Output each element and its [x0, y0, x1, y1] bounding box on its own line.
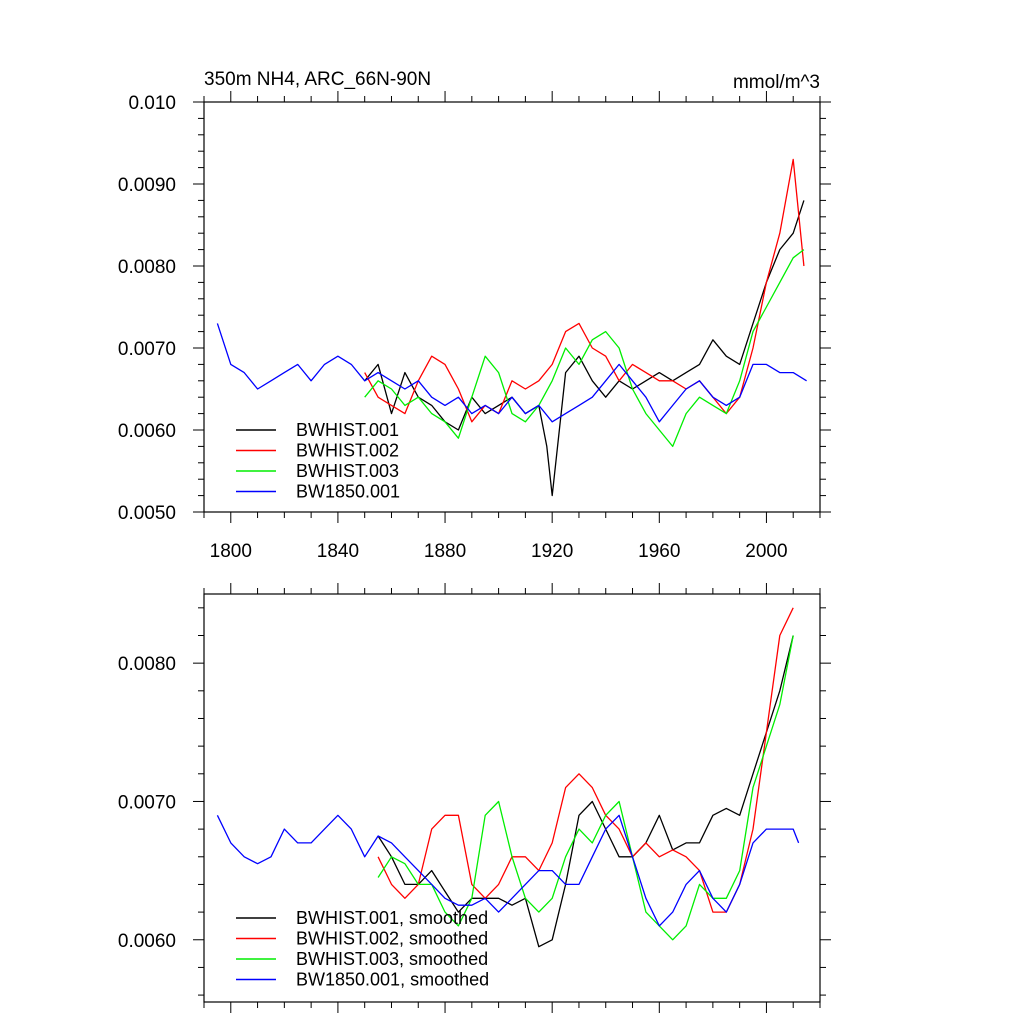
bottom-legend-label-3: BWHIST.003, smoothed [296, 949, 488, 969]
top-chart-tick-labels: 1800 1840 1880 1920 1960 2000 0.0050 0.0060 0.00… [118, 93, 788, 562]
top-chart-title: 350m NH4, ARC_66N-90N [204, 69, 431, 90]
top-series-line-1 [364, 200, 805, 497]
y-tick-label: 0.0050 [118, 503, 176, 524]
y-tick-label: 0.0070 [118, 339, 176, 360]
bottom-legend-label-2: BWHIST.002, smoothed [296, 929, 488, 949]
x-tick-label: 1920 [531, 541, 573, 562]
bottom-series-line-3 [377, 635, 794, 941]
top-line-chart: 1800 1840 1880 1920 1960 2000 0.0050 0.0060 0.00… [118, 91, 831, 562]
top-series-line-2 [364, 158, 805, 423]
top-chart-frame [203, 101, 821, 513]
top-legend-label-2: BWHIST.002 [296, 441, 399, 461]
top-chart-ticks [193, 91, 831, 523]
bottom-chart-series [216, 607, 800, 948]
top-series-line-3 [364, 249, 805, 448]
top-legend-label-1: BWHIST.001 [296, 420, 399, 440]
bottom-chart-ticks [193, 583, 831, 1013]
x-tick-label: 1840 [317, 541, 359, 562]
bottom-legend-label-1: BWHIST.001, smoothed [296, 908, 488, 928]
y-tick-label: 0.010 [128, 93, 176, 114]
bottom-legend-label-4: BW1850.001, smoothed [296, 970, 489, 990]
y-tick-label: 0.0060 [118, 421, 176, 442]
y-tick-label: 0.0070 [118, 792, 176, 813]
bottom-chart-tick-labels: 0.0060 0.0070 0.0080 [118, 654, 176, 952]
y-tick-label: 0.0060 [118, 931, 176, 952]
x-tick-label: 1880 [424, 541, 466, 562]
x-tick-label: 1800 [210, 541, 252, 562]
top-series-line-4 [216, 323, 807, 423]
y-tick-label: 0.0080 [118, 257, 176, 278]
top-legend-label-3: BWHIST.003 [296, 461, 399, 481]
x-tick-label: 2000 [745, 541, 787, 562]
bottom-series-line-2 [377, 607, 794, 913]
x-tick-label: 1960 [638, 541, 680, 562]
bottom-chart-frame [203, 593, 821, 1003]
bottom-series-line-1 [377, 635, 794, 948]
y-tick-label: 0.0090 [118, 175, 176, 196]
y-tick-label: 0.0080 [118, 654, 176, 675]
top-chart-series [216, 158, 807, 497]
top-chart-units: mmol/m^3 [733, 72, 820, 93]
bottom-series-line-4 [216, 814, 800, 927]
top-legend-label-4: BW1850.001 [296, 482, 400, 502]
